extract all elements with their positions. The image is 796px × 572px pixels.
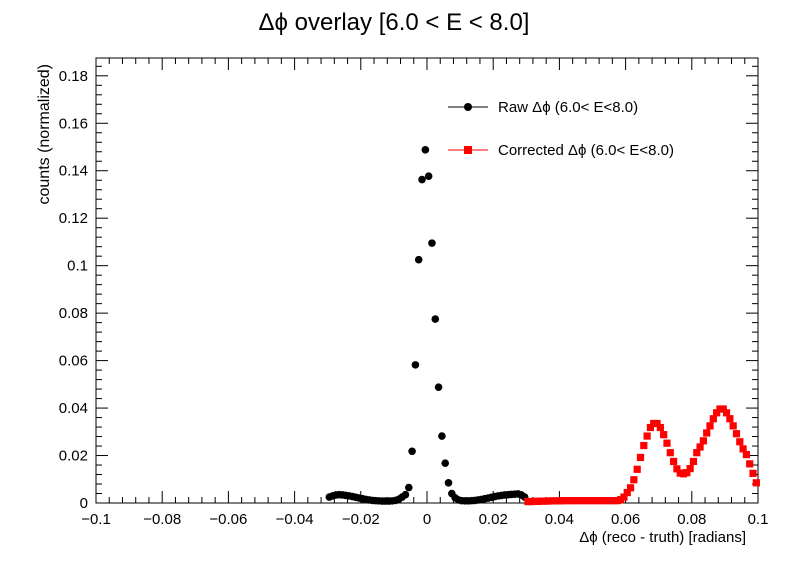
y-tick-label: 0.06	[59, 353, 88, 370]
legend: Raw Δϕ (6.0< E<8.0) Corrected Δϕ (6.0< E…	[448, 99, 674, 159]
series-layer	[325, 146, 760, 506]
data-point	[689, 457, 698, 466]
x-axis-tick-labels: −0.1 −0.08 −0.06 −0.04 −0.02 0 0.02 0.04 0.06 0.0…	[81, 511, 768, 528]
x-tick-label: 0.02	[479, 511, 508, 528]
data-point	[663, 439, 671, 447]
data-point	[696, 443, 704, 451]
data-point	[434, 383, 443, 391]
y-tick-label: 0.02	[59, 448, 88, 465]
data-point	[669, 457, 678, 466]
data-point	[424, 172, 433, 180]
series-raw	[325, 146, 529, 505]
data-point	[646, 423, 655, 432]
y-tick-label: 0.12	[59, 210, 88, 227]
x-tick-label: −0.02	[342, 511, 380, 528]
x-axis-label: Δϕ (reco - truth) [radians]	[579, 529, 746, 546]
data-point	[431, 315, 440, 323]
data-point	[438, 432, 446, 440]
data-point	[444, 479, 453, 487]
x-tick-label: 0.06	[611, 511, 640, 528]
data-point	[693, 449, 701, 457]
y-axis-label: counts (normalized)	[36, 64, 53, 205]
y-tick-label: 0.08	[59, 305, 88, 322]
y-tick-label: 0.04	[59, 400, 88, 417]
y-axis-tick-labels: 0 0.02 0.04 0.06 0.08 0.1 0.12 0.14 0.16 0.18	[59, 68, 88, 512]
data-point	[636, 453, 645, 462]
data-point	[404, 483, 413, 492]
data-point	[683, 469, 691, 477]
data-point	[752, 479, 760, 487]
data-point	[703, 429, 711, 437]
x-tick-label: −0.04	[276, 511, 314, 528]
data-point	[719, 405, 727, 413]
data-point	[739, 445, 747, 453]
data-point	[626, 484, 635, 492]
data-point	[660, 431, 668, 439]
data-point	[401, 490, 410, 499]
legend-marker-raw	[464, 103, 472, 111]
x-tick-label: 0	[423, 511, 431, 528]
series-corrected	[524, 405, 760, 506]
data-point	[742, 450, 751, 459]
legend-label-raw: Raw Δϕ (6.0< E<8.0)	[498, 99, 638, 116]
data-point	[630, 476, 638, 484]
data-point	[656, 423, 664, 432]
x-tick-label: 0.04	[545, 511, 574, 528]
data-point	[623, 488, 631, 497]
data-point	[441, 459, 450, 467]
data-point	[418, 175, 426, 184]
x-tick-label: −0.08	[143, 511, 181, 528]
y-tick-label: 0.14	[59, 163, 88, 180]
x-tick-label: −0.06	[209, 511, 247, 528]
data-point	[729, 422, 737, 430]
data-point	[706, 422, 714, 430]
data-point	[643, 432, 651, 440]
data-point	[640, 441, 648, 450]
data-point	[722, 409, 731, 417]
data-point	[746, 460, 754, 468]
x-tick-label: 0.08	[677, 511, 706, 528]
data-point	[699, 437, 707, 445]
data-point	[428, 239, 436, 247]
data-point	[686, 464, 694, 473]
data-point	[673, 465, 681, 473]
x-tick-label: 0.1	[748, 511, 769, 528]
legend-label-corrected: Corrected Δϕ (6.0< E<8.0)	[498, 142, 674, 159]
data-point	[620, 493, 628, 501]
y-axis-ticks	[96, 65, 758, 504]
data-point	[633, 465, 641, 473]
data-point	[411, 361, 420, 369]
y-tick-label: 0	[80, 495, 88, 512]
data-point	[666, 449, 674, 457]
y-tick-label: 0.18	[59, 68, 88, 85]
data-point	[749, 469, 757, 477]
data-point	[653, 419, 661, 428]
data-point	[408, 447, 416, 456]
legend-marker-corrected	[464, 146, 472, 154]
data-point	[736, 438, 744, 446]
y-tick-label: 0.1	[67, 258, 88, 275]
data-point	[726, 415, 734, 423]
data-point	[421, 146, 430, 154]
chart-title: Δϕ overlay [6.0 < E < 8.0]	[259, 9, 530, 36]
data-point	[414, 255, 423, 264]
y-tick-label: 0.16	[59, 115, 88, 132]
data-point	[709, 415, 717, 423]
x-tick-label: −0.1	[81, 511, 111, 528]
data-point	[732, 430, 741, 438]
data-point	[713, 409, 721, 417]
